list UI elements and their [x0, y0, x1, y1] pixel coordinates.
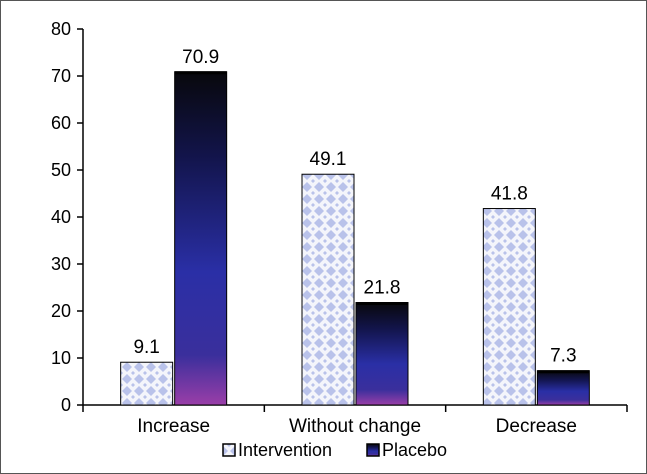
x-category-label: Increase — [137, 416, 210, 437]
data-labels: 9.1 70.9 49.1 21.8 41.8 7.3 — [133, 47, 576, 367]
legend-swatch-intervention — [222, 443, 236, 457]
legend: Intervention Placebo — [222, 440, 447, 460]
data-label-intervention-2: 49.1 — [310, 149, 347, 170]
y-axis: 0 10 20 30 40 50 60 70 80 — [51, 19, 84, 415]
y-tick-label: 20 — [51, 301, 71, 321]
data-label-placebo-2: 21.8 — [364, 278, 401, 299]
bars — [120, 71, 590, 406]
bar-placebo-3 — [536, 370, 590, 406]
x-category-label: Without change — [289, 416, 421, 437]
data-label-intervention-3: 41.8 — [491, 184, 528, 205]
legend-label-intervention: Intervention — [238, 440, 332, 460]
bar-placebo-2 — [355, 302, 409, 406]
y-tick-label: 0 — [61, 395, 71, 415]
x-axis: Increase Without change Decrease — [82, 404, 628, 437]
y-tick-label: 50 — [51, 160, 71, 180]
bar-intervention-1 — [120, 361, 174, 406]
bar-placebo-1 — [174, 71, 228, 406]
y-tick-label: 80 — [51, 19, 71, 39]
bar-intervention-2 — [301, 173, 355, 406]
legend-label-placebo: Placebo — [382, 440, 447, 460]
y-tick-label: 30 — [51, 254, 71, 274]
data-label-intervention-1: 9.1 — [133, 337, 159, 358]
y-tick-label: 40 — [51, 207, 71, 227]
bar-intervention-3 — [482, 208, 536, 406]
x-category-label: Decrease — [496, 416, 577, 437]
legend-swatch-placebo — [366, 443, 380, 457]
y-tick-label: 70 — [51, 66, 71, 86]
data-label-placebo-1: 70.9 — [182, 47, 219, 68]
data-label-placebo-3: 7.3 — [550, 346, 576, 367]
y-tick-label: 60 — [51, 113, 71, 133]
y-tick-label: 10 — [51, 348, 71, 368]
